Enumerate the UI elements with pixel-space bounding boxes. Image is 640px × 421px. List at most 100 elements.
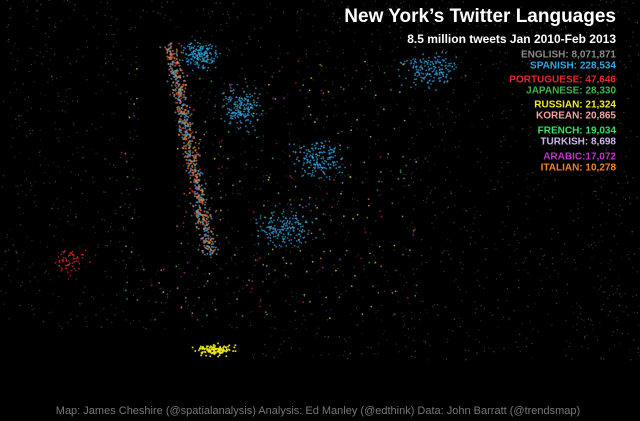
dot: [248, 133, 250, 136]
dot: [222, 98, 225, 101]
dot: [411, 109, 414, 112]
dot: [122, 310, 124, 313]
dot: [212, 250, 215, 253]
dot: [330, 308, 332, 311]
dot: [85, 40, 88, 42]
dot: [277, 57, 279, 60]
dot: [342, 163, 344, 165]
dot: [403, 177, 405, 180]
dot: [310, 147, 313, 150]
dot: [171, 63, 174, 66]
dot: [56, 198, 58, 200]
dot: [184, 147, 187, 150]
dot: [77, 174, 80, 176]
dot: [451, 111, 454, 114]
dot: [311, 169, 314, 172]
dot: [565, 107, 568, 109]
dot: [328, 317, 331, 319]
dot: [338, 336, 340, 338]
dot: [26, 10, 28, 12]
dot: [308, 89, 311, 92]
dot: [619, 129, 621, 131]
dot: [455, 66, 458, 69]
dot: [272, 235, 275, 238]
dot: [495, 62, 497, 65]
dot: [36, 18, 38, 20]
dot: [24, 122, 26, 124]
dot: [454, 205, 456, 207]
dot: [311, 255, 313, 257]
dot: [170, 57, 172, 60]
dot: [609, 158, 611, 160]
dot: [301, 9, 303, 11]
dot: [168, 56, 171, 59]
dot: [571, 358, 573, 360]
dot: [342, 49, 344, 51]
dot: [400, 312, 403, 315]
dot: [82, 291, 84, 293]
dot: [82, 157, 85, 159]
dot: [204, 239, 207, 242]
dot: [183, 130, 186, 133]
dot: [269, 3, 271, 5]
dot: [174, 74, 177, 77]
dot: [516, 248, 518, 250]
dot: [405, 248, 407, 250]
dot: [529, 233, 531, 235]
dot: [551, 324, 553, 326]
dot: [241, 260, 244, 263]
dot: [332, 97, 334, 99]
dot: [174, 61, 176, 64]
dot: [45, 270, 47, 272]
dot: [343, 68, 345, 70]
dot: [373, 91, 376, 93]
dot: [251, 354, 254, 356]
dot: [197, 349, 200, 352]
dot: [303, 162, 305, 165]
dot: [600, 177, 602, 179]
dot: [305, 53, 308, 55]
dot: [111, 321, 113, 324]
dot: [353, 98, 356, 100]
dot: [107, 81, 109, 83]
dot: [332, 198, 334, 200]
dot: [381, 256, 384, 258]
dot: [35, 9, 38, 11]
dot: [388, 79, 390, 82]
dot: [195, 175, 198, 178]
dot: [367, 238, 369, 240]
dot: [459, 261, 462, 264]
dot: [113, 33, 115, 36]
dot: [592, 129, 595, 131]
dot: [453, 68, 455, 71]
dot: [39, 151, 41, 153]
dot: [240, 104, 243, 106]
dot: [428, 62, 430, 65]
dot: [414, 46, 417, 48]
dot: [511, 182, 514, 184]
dot: [312, 30, 314, 32]
dot: [573, 312, 575, 314]
dot: [595, 180, 597, 182]
dot: [322, 233, 325, 236]
dot: [289, 209, 291, 212]
dot: [441, 71, 443, 74]
dot: [80, 179, 82, 181]
dot: [313, 144, 316, 147]
dot: [71, 153, 74, 155]
dot: [180, 106, 183, 109]
dot: [323, 151, 326, 154]
dot: [34, 194, 36, 197]
dot: [73, 254, 75, 257]
dot: [427, 42, 429, 45]
dot: [481, 118, 483, 121]
dot: [380, 171, 382, 173]
dot: [195, 48, 198, 51]
dot: [190, 113, 193, 116]
dot: [287, 276, 289, 278]
dot: [192, 50, 195, 53]
dot: [415, 68, 418, 71]
dot: [67, 87, 69, 90]
dot: [174, 101, 177, 104]
dot: [192, 59, 195, 62]
